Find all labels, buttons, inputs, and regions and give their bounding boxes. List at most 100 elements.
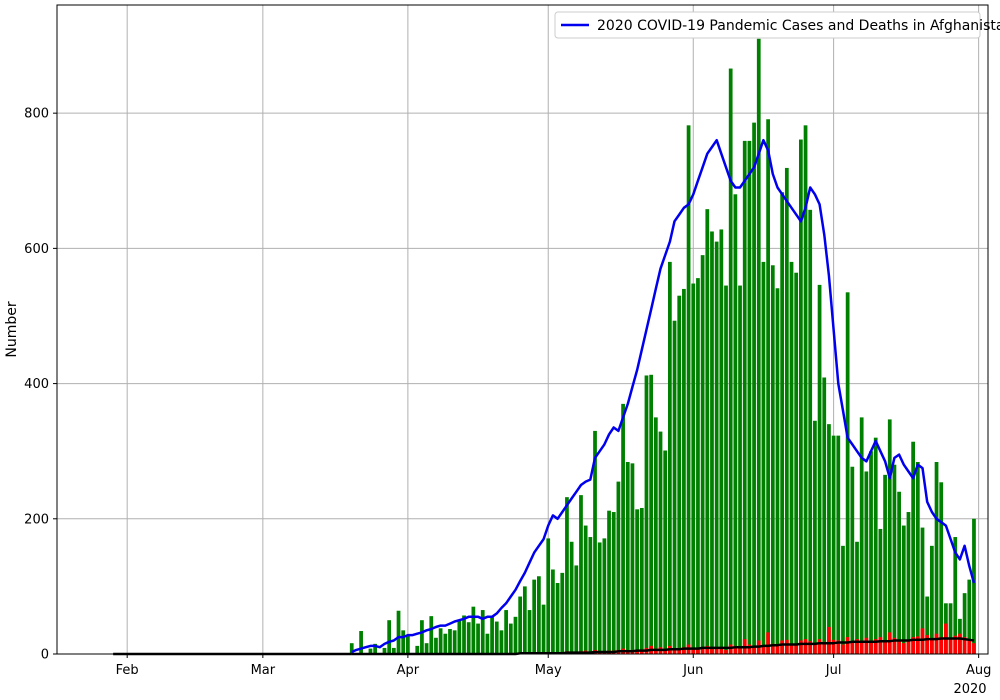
- case-bar: [607, 510, 611, 654]
- case-bar: [892, 464, 897, 654]
- death-bar: [761, 645, 766, 654]
- death-bar: [967, 640, 972, 654]
- case-bar: [569, 541, 574, 654]
- case-bar: [831, 435, 836, 654]
- series-lines: [113, 138, 976, 656]
- case-bar: [438, 628, 443, 654]
- death-bar: [817, 639, 822, 654]
- case-bar: [527, 610, 532, 654]
- case-bar: [742, 140, 747, 654]
- death-bar: [784, 639, 789, 654]
- case-bar: [555, 583, 560, 654]
- death-bar: [873, 639, 878, 654]
- case-bar: [719, 229, 724, 654]
- case-bar: [532, 579, 537, 654]
- case-bar: [452, 630, 457, 654]
- case-bar: [710, 231, 714, 655]
- case-bar: [480, 610, 485, 654]
- case-bar: [522, 586, 527, 654]
- x-tick-label: Mar: [251, 663, 276, 678]
- case-bar: [672, 320, 677, 654]
- death-bar: [770, 643, 775, 654]
- death-bar: [733, 645, 738, 654]
- case-bar: [504, 610, 508, 654]
- case-bar: [953, 537, 958, 654]
- death-bar: [831, 639, 836, 654]
- x-tick-label: Jun: [682, 663, 703, 678]
- death-bar: [841, 644, 845, 654]
- y-axis-label: Number: [4, 301, 20, 357]
- case-bar: [621, 403, 625, 654]
- case-bar: [897, 491, 901, 654]
- case-bar: [396, 610, 401, 654]
- case-bar: [925, 596, 930, 654]
- case-bar: [667, 261, 672, 654]
- case-bar: [513, 616, 518, 654]
- death-bar: [929, 639, 934, 654]
- case-bar: [391, 647, 396, 654]
- case-bar: [682, 288, 686, 654]
- case-bar: [934, 462, 939, 654]
- death-bar: [724, 649, 728, 654]
- death-bar: [672, 648, 677, 654]
- case-bar: [476, 623, 480, 654]
- case-bar: [784, 167, 789, 655]
- case-bar: [663, 450, 668, 654]
- case-bar: [368, 648, 373, 654]
- case-bar: [915, 462, 920, 654]
- death-bar: [705, 645, 710, 654]
- case-bar: [499, 630, 504, 654]
- bars: [349, 38, 976, 655]
- case-bar: [939, 482, 944, 654]
- case-bar: [490, 616, 494, 654]
- death-bar: [780, 640, 785, 654]
- death-bar: [822, 641, 827, 654]
- case-bar: [864, 471, 869, 654]
- case-bar: [518, 596, 523, 654]
- case-bar: [508, 623, 513, 654]
- case-bar: [803, 125, 808, 654]
- case-bar: [635, 509, 639, 654]
- x-tick-label: Jul: [825, 663, 842, 678]
- legend-label: 2020 COVID-19 Pandemic Cases and Deaths …: [597, 18, 1000, 34]
- case-bar: [883, 474, 887, 654]
- case-bar: [602, 538, 607, 654]
- plot-frame: [56, 4, 989, 655]
- y-tick-label: 200: [24, 512, 49, 527]
- case-bar: [471, 606, 476, 654]
- case-bar: [415, 645, 420, 654]
- case-bar: [948, 603, 953, 654]
- case-bar: [420, 620, 424, 654]
- case-bar: [349, 643, 354, 654]
- death-bar: [958, 633, 962, 654]
- case-bar: [373, 643, 378, 654]
- case-bar: [817, 284, 822, 654]
- death-bar: [883, 641, 887, 654]
- x-tick-label: Aug: [966, 663, 991, 678]
- case-bar: [845, 292, 850, 654]
- cases-bars: [349, 38, 976, 655]
- case-bar: [756, 38, 761, 655]
- death-bar: [827, 626, 831, 654]
- death-bar: [915, 636, 920, 654]
- case-bar: [887, 419, 892, 654]
- case-bar: [700, 255, 705, 654]
- cases-average-line: [351, 138, 976, 654]
- case-bar: [967, 579, 972, 654]
- case-bar: [724, 285, 728, 654]
- case-bar: [625, 462, 630, 654]
- death-bar: [794, 643, 799, 654]
- case-bar: [714, 241, 719, 655]
- death-bar: [972, 643, 976, 654]
- case-bar: [813, 420, 817, 654]
- case-bar: [382, 647, 387, 654]
- case-bar: [752, 122, 756, 655]
- x-tick-label: Feb: [116, 663, 139, 678]
- case-bar: [541, 604, 546, 654]
- death-bar: [813, 643, 817, 654]
- case-bar: [658, 431, 663, 654]
- death-bar: [710, 647, 714, 654]
- case-bar: [696, 278, 700, 654]
